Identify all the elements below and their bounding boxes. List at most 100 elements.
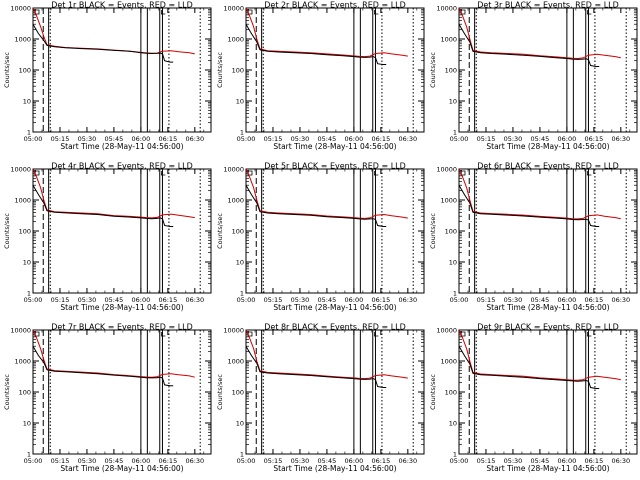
series-events xyxy=(246,184,387,227)
y-tick-label: 100 xyxy=(232,389,244,397)
y-tick-label: 10000 xyxy=(223,327,244,335)
x-tick-label: 06:15 xyxy=(371,296,390,304)
y-tick-label: 100 xyxy=(445,67,457,75)
y-tick-label: 100 xyxy=(232,228,244,236)
x-axis-label: Start Time (28-May-11 04:56:00) xyxy=(486,142,609,151)
x-tick-label: 05:00 xyxy=(237,296,256,304)
y-axis-label: Counts/sec xyxy=(429,213,437,249)
y-axis-label: Counts/sec xyxy=(3,213,11,249)
x-tick-label: 05:15 xyxy=(477,135,496,143)
series-lld xyxy=(459,8,621,60)
y-tick-label: 1000 xyxy=(227,36,244,44)
series-lld xyxy=(246,169,408,219)
series-group xyxy=(459,169,621,227)
panel-det-6r: Det 6r BLACK = Events, RED = LLD 1 10 100 10… xyxy=(429,162,638,312)
x-axis-label: Start Time (28-May-11 04:56:00) xyxy=(273,464,396,473)
y-tick-label: 1000 xyxy=(227,358,244,366)
y-tick-label: 10000 xyxy=(223,166,244,174)
panel-title: Det 8r BLACK = Events, RED = LLD xyxy=(264,323,406,332)
y-tick-label: 10000 xyxy=(223,5,244,13)
x-tick-label: 06:00 xyxy=(345,457,364,465)
series-events xyxy=(33,345,174,387)
x-axis-label: Start Time (28-May-11 04:56:00) xyxy=(273,142,396,151)
x-tick-label: 05:30 xyxy=(504,296,523,304)
y-tick-label: 10000 xyxy=(436,5,457,13)
panel-det-5r: Det 5r BLACK = Events, RED = LLD 1 10 100 10… xyxy=(216,162,425,312)
x-tick-label: 06:00 xyxy=(558,457,577,465)
gap-marker xyxy=(160,171,166,176)
x-axis-label: Start Time (28-May-11 04:56:00) xyxy=(60,303,183,312)
y-tick-label: 1 xyxy=(27,290,31,298)
series-events xyxy=(246,345,387,388)
panel-det-1r: Det 1r BLACK = Events, RED = LLD 1 10 100 10… xyxy=(3,1,212,151)
y-axis-label: Counts/sec xyxy=(216,52,224,88)
x-tick-label: 05:30 xyxy=(78,135,97,143)
gap-marker xyxy=(586,332,592,337)
x-axis-label: Start Time (28-May-11 04:56:00) xyxy=(60,464,183,473)
y-tick-label: 100 xyxy=(19,228,31,236)
x-tick-label: 05:45 xyxy=(531,296,550,304)
x-tick-label: 06:30 xyxy=(398,296,417,304)
series-lld xyxy=(459,330,621,381)
panel-det-8r: Det 8r BLACK = Events, RED = LLD 1 10 100 10… xyxy=(216,323,425,473)
x-tick-label: 05:00 xyxy=(450,135,469,143)
series-group xyxy=(246,8,408,65)
x-tick-label: 05:00 xyxy=(237,457,256,465)
panel-title: Det 3r BLACK = Events, RED = LLD xyxy=(477,1,619,10)
gap-marker xyxy=(586,10,592,15)
series-group xyxy=(33,169,195,227)
x-tick-label: 05:45 xyxy=(531,457,550,465)
x-tick-label: 06:15 xyxy=(584,296,603,304)
y-tick-label: 1000 xyxy=(14,36,31,44)
x-tick-label: 06:30 xyxy=(398,135,417,143)
panel-title: Det 7r BLACK = Events, RED = LLD xyxy=(51,323,193,332)
x-tick-label: 05:45 xyxy=(318,135,337,143)
x-tick-label: 06:30 xyxy=(185,296,204,304)
x-tick-label: 06:00 xyxy=(132,135,151,143)
y-tick-label: 1000 xyxy=(227,197,244,205)
plot-frame xyxy=(32,7,212,133)
x-tick-label: 05:00 xyxy=(450,296,469,304)
x-tick-label: 06:00 xyxy=(345,135,364,143)
y-tick-label: 1000 xyxy=(14,197,31,205)
y-tick-label: 10 xyxy=(449,98,457,106)
x-axis-label: Start Time (28-May-11 04:56:00) xyxy=(60,142,183,151)
x-tick-label: 05:45 xyxy=(318,296,337,304)
y-tick-label: 1 xyxy=(27,129,31,137)
y-tick-label: 10 xyxy=(236,259,244,267)
plot-frame xyxy=(32,329,212,455)
x-tick-label: 05:45 xyxy=(105,457,124,465)
y-axis-label: Counts/sec xyxy=(3,374,11,410)
x-tick-label: 06:30 xyxy=(398,457,417,465)
gap-marker xyxy=(373,332,379,337)
x-tick-label: 06:00 xyxy=(558,135,577,143)
y-tick-label: 1000 xyxy=(440,197,457,205)
x-tick-label: 05:30 xyxy=(504,457,523,465)
x-tick-label: 06:30 xyxy=(185,135,204,143)
y-tick-label: 100 xyxy=(445,389,457,397)
x-tick-label: 05:15 xyxy=(264,457,283,465)
series-group xyxy=(459,330,621,389)
y-tick-label: 1000 xyxy=(440,358,457,366)
plot-frame xyxy=(245,329,425,455)
x-tick-label: 05:00 xyxy=(237,135,256,143)
x-tick-label: 06:15 xyxy=(158,457,177,465)
y-tick-label: 1 xyxy=(453,129,457,137)
x-tick-label: 05:00 xyxy=(24,457,43,465)
series-group xyxy=(459,8,621,67)
x-tick-label: 06:30 xyxy=(185,457,204,465)
x-tick-label: 05:15 xyxy=(51,135,70,143)
x-tick-label: 06:15 xyxy=(584,135,603,143)
y-tick-label: 100 xyxy=(445,228,457,236)
series-lld xyxy=(33,169,195,219)
plot-frame xyxy=(245,168,425,294)
x-tick-label: 06:15 xyxy=(371,457,390,465)
y-tick-label: 1 xyxy=(453,290,457,298)
x-tick-label: 05:00 xyxy=(24,296,43,304)
y-tick-label: 10000 xyxy=(436,166,457,174)
series-lld xyxy=(33,330,195,378)
x-tick-label: 05:45 xyxy=(531,135,550,143)
x-tick-label: 06:15 xyxy=(158,296,177,304)
panel-title: Det 9r BLACK = Events, RED = LLD xyxy=(477,323,619,332)
